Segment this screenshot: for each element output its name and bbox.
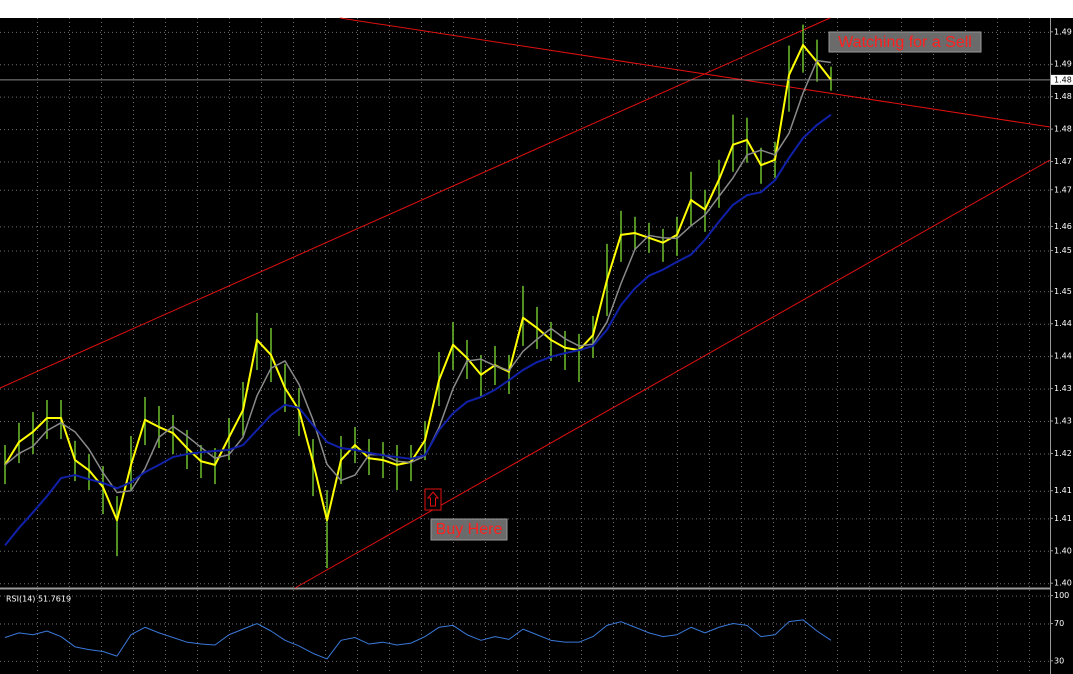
up-arrow (426, 491, 440, 507)
y-tick-label: 1.40 (1054, 546, 1072, 555)
y-tick-label: 100 (1054, 591, 1069, 600)
y-tick-label: 1.48 (1054, 92, 1072, 101)
title-strip (0, 0, 1073, 18)
y-tick-label: 1.42 (1054, 449, 1072, 458)
y-tick-label: 1.47 (1054, 185, 1072, 194)
current-price-label: 1.48 (1054, 75, 1072, 84)
annotation: Watching for a Sell (838, 34, 972, 51)
y-tick-label: 30 (1054, 656, 1064, 665)
current-price-box (1051, 74, 1073, 85)
y-tick-label: 1.44 (1054, 352, 1072, 361)
y-tick-label: 1.45 (1054, 246, 1072, 255)
y-tick-label: 1.40 (1054, 579, 1072, 588)
y-tick-label: 1.46 (1054, 222, 1072, 231)
series-line (4, 44, 832, 522)
y-tick-label: 1.44 (1054, 319, 1072, 328)
y-tick-label: 1.49 (1054, 27, 1072, 36)
icon-frame (424, 488, 442, 511)
y-tick-label: 1.48 (1054, 125, 1072, 134)
y-tick-label: 1.49 (1054, 60, 1072, 69)
buy-arrow-icon (424, 488, 442, 511)
y-tick-label: 1.43 (1054, 384, 1072, 393)
y-tick-label: 1.43 (1054, 417, 1072, 426)
trend-line (339, 17, 1051, 128)
plot (0, 24, 1050, 660)
y-tick-label: 1.41 (1054, 514, 1072, 523)
y-tick-label: 1.41 (1054, 486, 1072, 495)
y-tick-label: 1.47 (1054, 157, 1072, 166)
series-line (4, 113, 832, 546)
series-line (4, 59, 832, 494)
y-tick-label: 70 (1054, 619, 1064, 628)
annotation-box (430, 518, 508, 541)
grid (0, 18, 1050, 674)
indicator-title: RSI(14) 51.7619 (6, 595, 71, 604)
trend-line (294, 159, 1051, 589)
annotation: Buy Here (436, 521, 503, 538)
y-tick-label: 1.45 (1054, 287, 1072, 296)
series-line (4, 619, 832, 660)
annotation-box (828, 31, 982, 53)
